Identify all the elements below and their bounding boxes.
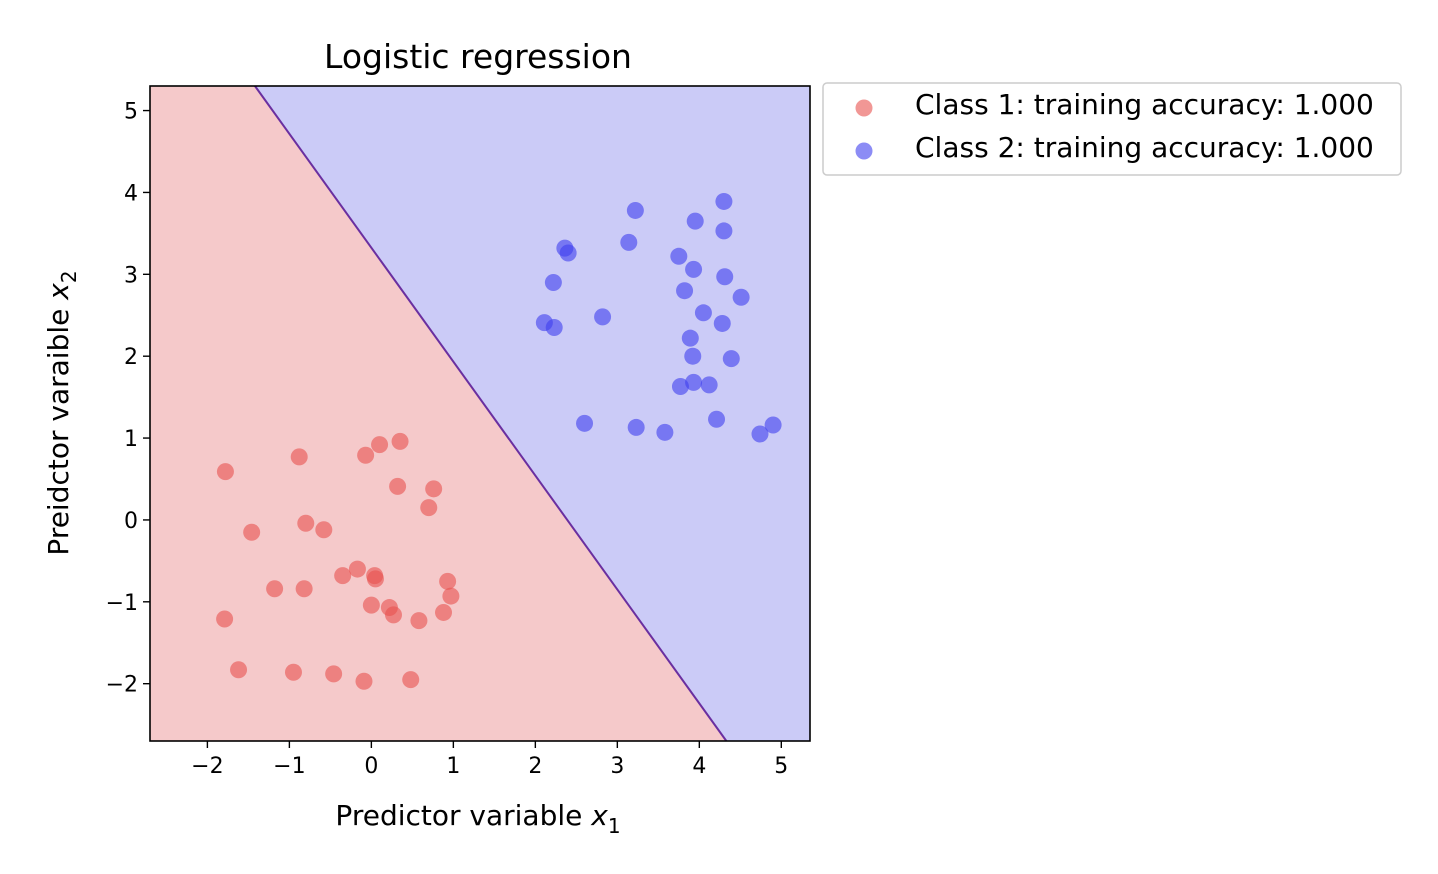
y-axis-label: Preidctor varaible x2	[42, 270, 81, 555]
data-point	[684, 347, 702, 365]
data-point	[230, 661, 248, 679]
data-point	[671, 377, 689, 395]
data-point	[764, 416, 782, 434]
y-tick-label: 2	[124, 345, 138, 370]
data-point	[700, 376, 718, 394]
x-axis-label: Predictor variable x1	[335, 799, 620, 838]
data-point	[371, 436, 389, 454]
y-tick-label: 5	[124, 100, 138, 125]
data-point	[284, 663, 302, 681]
data-point	[355, 672, 373, 690]
y-tick-label: 1	[124, 427, 138, 452]
data-point	[676, 282, 694, 300]
data-point	[366, 570, 384, 588]
data-point	[716, 268, 734, 286]
data-point	[439, 572, 457, 590]
data-point	[670, 247, 688, 265]
x-tick-label: 5	[774, 754, 788, 779]
class-1-region	[150, 86, 727, 741]
x-tick-label: −2	[191, 754, 223, 779]
data-point	[420, 499, 438, 517]
data-point	[290, 448, 308, 466]
y-tick-label: −2	[106, 673, 138, 698]
data-point	[694, 304, 712, 322]
data-point	[425, 480, 443, 498]
data-point	[626, 201, 644, 219]
data-point	[627, 418, 645, 436]
legend-entry-class-2: Class 2: training accuracy: 1.000	[915, 131, 1374, 164]
data-point	[559, 244, 577, 262]
data-point	[751, 425, 769, 443]
data-point	[325, 665, 343, 683]
data-point	[594, 308, 612, 326]
data-point	[348, 560, 366, 578]
data-point	[656, 423, 674, 441]
data-point	[713, 314, 731, 332]
legend-frame	[822, 82, 1402, 176]
y-tick-label: 3	[124, 263, 138, 288]
data-point	[389, 477, 407, 495]
data-point	[334, 567, 352, 585]
plot-frame	[149, 85, 811, 742]
data-point	[410, 612, 428, 630]
x-tick-label: 0	[364, 754, 378, 779]
x-tick-label: 4	[692, 754, 706, 779]
chart-title: Logistic regression	[324, 37, 632, 76]
data-point	[315, 521, 333, 539]
data-point	[715, 192, 733, 210]
data-point	[243, 523, 261, 541]
data-point	[295, 580, 313, 598]
legend-marker-class-2	[855, 142, 873, 160]
data-point	[385, 606, 403, 624]
data-point	[685, 373, 703, 391]
x-tick-label: −1	[273, 754, 305, 779]
data-point	[362, 596, 380, 614]
axes: −2 −1 0 1 2 3 4 5 −2 −1 0 1 2 3 4 5	[106, 85, 811, 779]
data-point	[216, 610, 234, 628]
y-tick-label: 4	[124, 181, 138, 206]
data-point	[266, 580, 284, 598]
x-tick-label: 3	[610, 754, 624, 779]
decision-boundary	[254, 85, 728, 742]
series-class-1	[216, 432, 460, 690]
series-class-2	[535, 192, 782, 443]
data-point	[216, 463, 234, 481]
data-point	[545, 319, 563, 337]
data-point	[442, 587, 460, 605]
x-tick-label: 1	[446, 754, 460, 779]
class-2-region	[254, 86, 810, 741]
data-point	[391, 432, 409, 450]
data-point	[722, 350, 740, 368]
data-point	[686, 212, 704, 230]
y-tick-label: 0	[124, 509, 138, 534]
plot-area	[150, 85, 810, 742]
data-point	[435, 603, 453, 621]
legend: Class 1: training accuracy: 1.000 Class …	[822, 82, 1402, 176]
data-point	[357, 446, 375, 464]
data-point	[681, 329, 699, 347]
legend-entry-class-1: Class 1: training accuracy: 1.000	[915, 88, 1374, 121]
x-tick-label: 2	[528, 754, 542, 779]
data-point	[715, 222, 733, 240]
data-point	[685, 260, 703, 278]
data-point	[297, 514, 315, 532]
data-point	[544, 274, 562, 291]
data-point	[402, 671, 420, 689]
y-tick-label: −1	[106, 591, 138, 616]
legend-marker-class-1	[855, 99, 873, 117]
data-point	[576, 414, 594, 432]
data-point	[708, 410, 726, 428]
data-point	[732, 288, 750, 306]
data-point	[620, 233, 638, 251]
